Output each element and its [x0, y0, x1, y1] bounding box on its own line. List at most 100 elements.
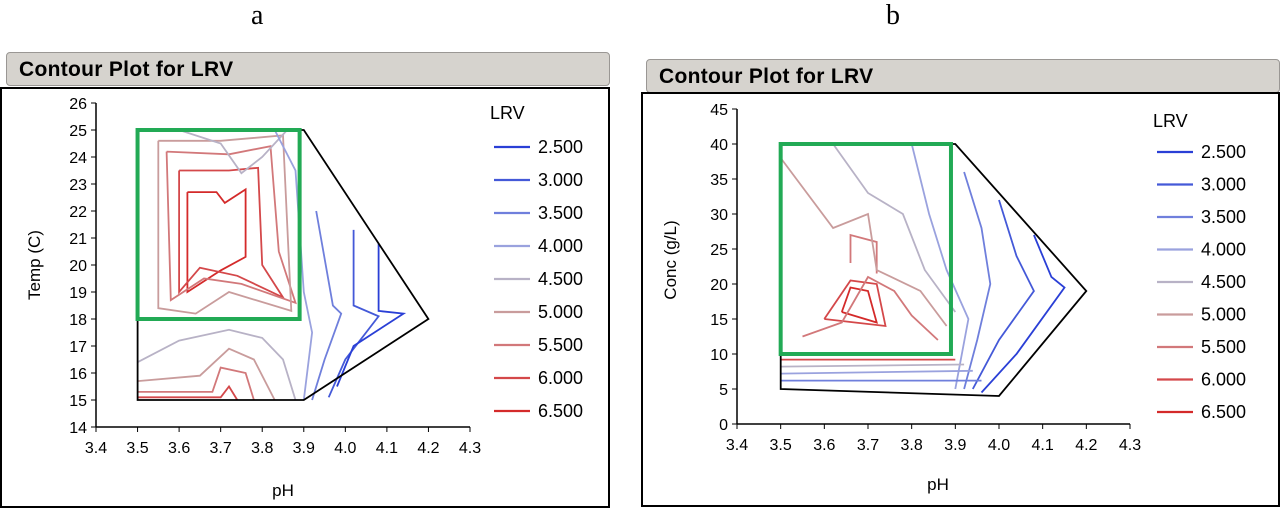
panel-b-x-tick-label: 3.4	[726, 437, 748, 454]
panel-b-legend-label: 6.000	[1201, 370, 1246, 390]
panel-a-x-tick-label: 3.9	[293, 440, 315, 457]
panel-a-y-tick-label: 16	[69, 366, 87, 383]
panel-a-contour-line	[137, 328, 297, 401]
panel-b-contour-line	[980, 234, 1066, 394]
panel-a-legend-label: 4.500	[538, 269, 583, 289]
panel-a-title-bar: Contour Plot for LRV	[6, 52, 610, 86]
panel-a-contour-line	[273, 129, 314, 401]
panel-a-y-tick-label: 24	[69, 150, 87, 167]
panel-b-legend-label: 6.500	[1201, 402, 1246, 422]
panel-a-contour-line	[137, 347, 276, 401]
panel-b-legend-label: 3.500	[1201, 207, 1246, 227]
panel-a-letter: a	[251, 0, 264, 31]
panel-a-x-tick-label: 3.8	[251, 440, 273, 457]
panel-a-legend-title: LRV	[490, 103, 525, 123]
panel-b-contour-line	[832, 143, 957, 313]
panel-a-legend-label: 3.500	[538, 203, 583, 223]
panel-b-y-tick-label: 30	[710, 207, 728, 224]
panel-b-legend-label: 4.000	[1201, 240, 1246, 260]
panel-a-x-tick-label: 3.4	[85, 440, 107, 457]
panel-a-title: Contour Plot for LRV	[19, 58, 234, 81]
panel-b-legend-label: 4.500	[1201, 272, 1246, 292]
panel-b-y-tick-label: 10	[710, 347, 728, 364]
panel-b-y-tick-label: 35	[710, 172, 728, 189]
panel-a-x-tick-label: 4.2	[417, 440, 439, 457]
panel-a-legend-label: 2.500	[538, 137, 583, 157]
panel-a-frame	[0, 87, 610, 508]
panel-b-contour-line	[802, 275, 939, 341]
panel-a-y-tick-label: 26	[69, 96, 87, 113]
panel-b-y-tick-label: 5	[719, 382, 728, 399]
panel-b-frame	[641, 92, 1280, 507]
panel-a-highlight-box	[135, 128, 302, 321]
panel-a-x-axis-label: pH	[272, 481, 294, 500]
panel-a-contour-line	[137, 384, 239, 401]
panel-a-contour-line	[186, 187, 247, 294]
panel-b-contour-line	[779, 157, 948, 327]
panel-a-x-tick-label: 4.1	[376, 440, 398, 457]
panel-b-highlight-box	[778, 142, 953, 356]
panel-a-contour-line	[178, 166, 286, 300]
panel-a-contour-line	[165, 145, 297, 305]
panel-a-y-axis-label: Temp (C)	[25, 230, 44, 300]
panel-b-y-axis-label: Conc (g/L)	[661, 220, 680, 299]
panel-b-title: Contour Plot for LRV	[659, 65, 874, 88]
panel-b-x-tick-label: 3.8	[901, 437, 923, 454]
panel-b-y-tick-label: 45	[710, 102, 728, 119]
panel-a-x-tick-label: 3.5	[126, 440, 148, 457]
panel-b-title-bar: Contour Plot for LRV	[646, 59, 1280, 93]
panel-a-legend-label: 5.500	[538, 335, 583, 355]
panel-b-x-tick-label: 4.0	[988, 437, 1010, 454]
panel-b-contour-line	[823, 279, 887, 328]
panel-b-legend-label: 5.500	[1201, 337, 1246, 357]
panel-b-domain-boundary	[779, 143, 1088, 397]
panel-a-y-tick-label: 23	[69, 177, 87, 194]
panel-a-x-tick-label: 3.6	[168, 440, 190, 457]
panel-b-x-tick-label: 3.5	[770, 437, 792, 454]
panel-b-x-tick-label: 4.1	[1032, 437, 1054, 454]
panel-a-legend-label: 6.000	[538, 368, 583, 388]
panel-a-contour-line	[311, 210, 343, 401]
panel-b-contour-line	[780, 363, 965, 368]
panel-a-y-tick-label: 17	[69, 339, 87, 356]
panel-b-contour-line	[963, 171, 992, 390]
panel-a-x-tick-label: 4.3	[459, 440, 481, 457]
panel-b-x-tick-label: 4.2	[1075, 437, 1097, 454]
panel-b-legend-label: 5.000	[1201, 305, 1246, 325]
panel-a-y-tick-label: 20	[69, 258, 87, 275]
panel-b-y-tick-label: 20	[710, 277, 728, 294]
panel-b-contour-line	[910, 143, 970, 390]
panel-a-y-tick-label: 21	[69, 231, 87, 248]
panel-b-legend-label: 2.500	[1201, 142, 1246, 162]
panel-a-contour-line	[137, 366, 255, 401]
panel-a-x-tick-label: 3.7	[210, 440, 232, 457]
panel-a-legend-label: 6.500	[538, 401, 583, 421]
panel-a-legend-label: 5.000	[538, 302, 583, 322]
panel-b-legend-label: 3.000	[1201, 175, 1246, 195]
panel-a-y-tick-label: 15	[69, 393, 87, 410]
panel-b-contour-line	[840, 286, 879, 324]
panel-b-letter: b	[886, 0, 900, 31]
panel-a-legend-label: 3.000	[538, 170, 583, 190]
panel-b-contour-line	[972, 199, 1035, 390]
panel-b-x-axis-label: pH	[927, 475, 949, 494]
panel-a-contour-line	[178, 129, 288, 175]
panel-b-y-tick-label: 40	[710, 137, 728, 154]
panel-a-contour-line	[157, 134, 293, 315]
panel-b-contour-line	[849, 233, 878, 274]
panel-b-contour-line	[780, 369, 973, 375]
panel-a-y-tick-label: 22	[69, 204, 87, 221]
panel-a-legend-label: 4.000	[538, 236, 583, 256]
panel-b-x-tick-label: 3.6	[813, 437, 835, 454]
panel-a-contour-line	[336, 243, 407, 387]
panel-b-y-tick-label: 0	[719, 417, 728, 434]
panel-a-y-tick-label: 18	[69, 312, 87, 329]
panel-a-contour-line	[327, 229, 381, 398]
panel-b-x-tick-label: 4.3	[1119, 437, 1141, 454]
panel-b-y-tick-label: 15	[710, 312, 728, 329]
panel-a-y-tick-label: 19	[69, 285, 87, 302]
panel-a-y-tick-label: 25	[69, 123, 87, 140]
panel-b-x-tick-label: 3.7	[857, 437, 879, 454]
panel-b-y-tick-label: 25	[710, 242, 728, 259]
